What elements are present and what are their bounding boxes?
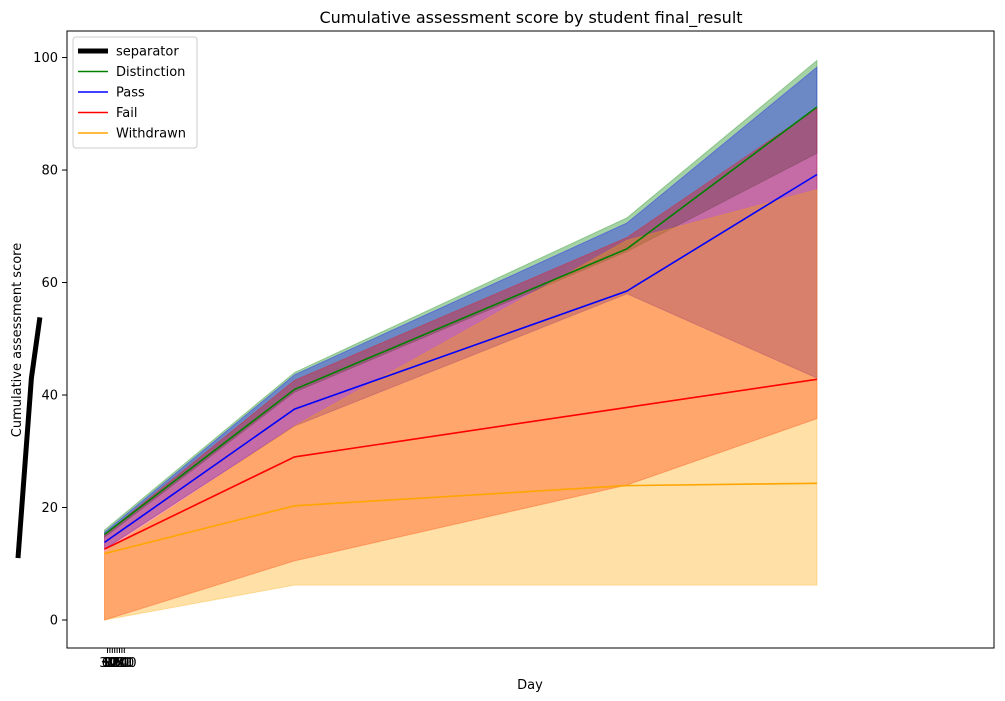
x-tick-label: 240 [112,656,137,671]
x-tick-label: 30 [99,656,116,671]
y-tick-label: 20 [41,501,58,516]
y-tick-label: 40 [41,389,58,404]
y-axis-label: Cumulative assessment score [10,243,25,437]
x-tick-label: 60 [102,656,119,671]
y-tick-label: 60 [41,276,58,291]
y-tick-label: 80 [41,164,58,179]
x-tick-label: 90 [104,656,121,671]
confidence-bands [104,59,818,621]
band-distinction [104,59,818,539]
x-axis-label: Day [517,678,543,693]
line-separator [15,317,43,559]
band-fail [104,107,818,621]
x-tick-label: 180 [107,656,132,671]
line-fail [104,378,818,550]
y-tick-label: 0 [50,614,58,629]
line-distinction [104,106,818,536]
legend-label-withdrawn: Withdrawn [116,127,186,142]
chart-title: Cumulative assessment score by student f… [319,8,742,28]
y-tick-label: 100 [33,51,58,66]
line-withdrawn [104,482,818,555]
x-tick-label: 150 [105,656,130,671]
band-withdrawn [104,189,818,621]
x-tick-label: 210 [109,656,134,671]
legend-label-distinction: Distinction [116,65,185,80]
series-lines [15,106,818,559]
y-axis-ticks: 0 20 40 60 80 100 [33,51,67,629]
legend-label-fail: Fail [116,106,137,121]
x-tick-label: 120 [102,656,127,671]
legend: separator Distinction Pass Fail Withdrawn [72,36,198,149]
line-pass [104,173,818,544]
legend-frame [72,36,198,149]
legend-label-separator: separator [116,45,179,60]
plot-frame [66,30,995,649]
band-pass [104,66,818,551]
legend-label-pass: Pass [116,86,145,101]
